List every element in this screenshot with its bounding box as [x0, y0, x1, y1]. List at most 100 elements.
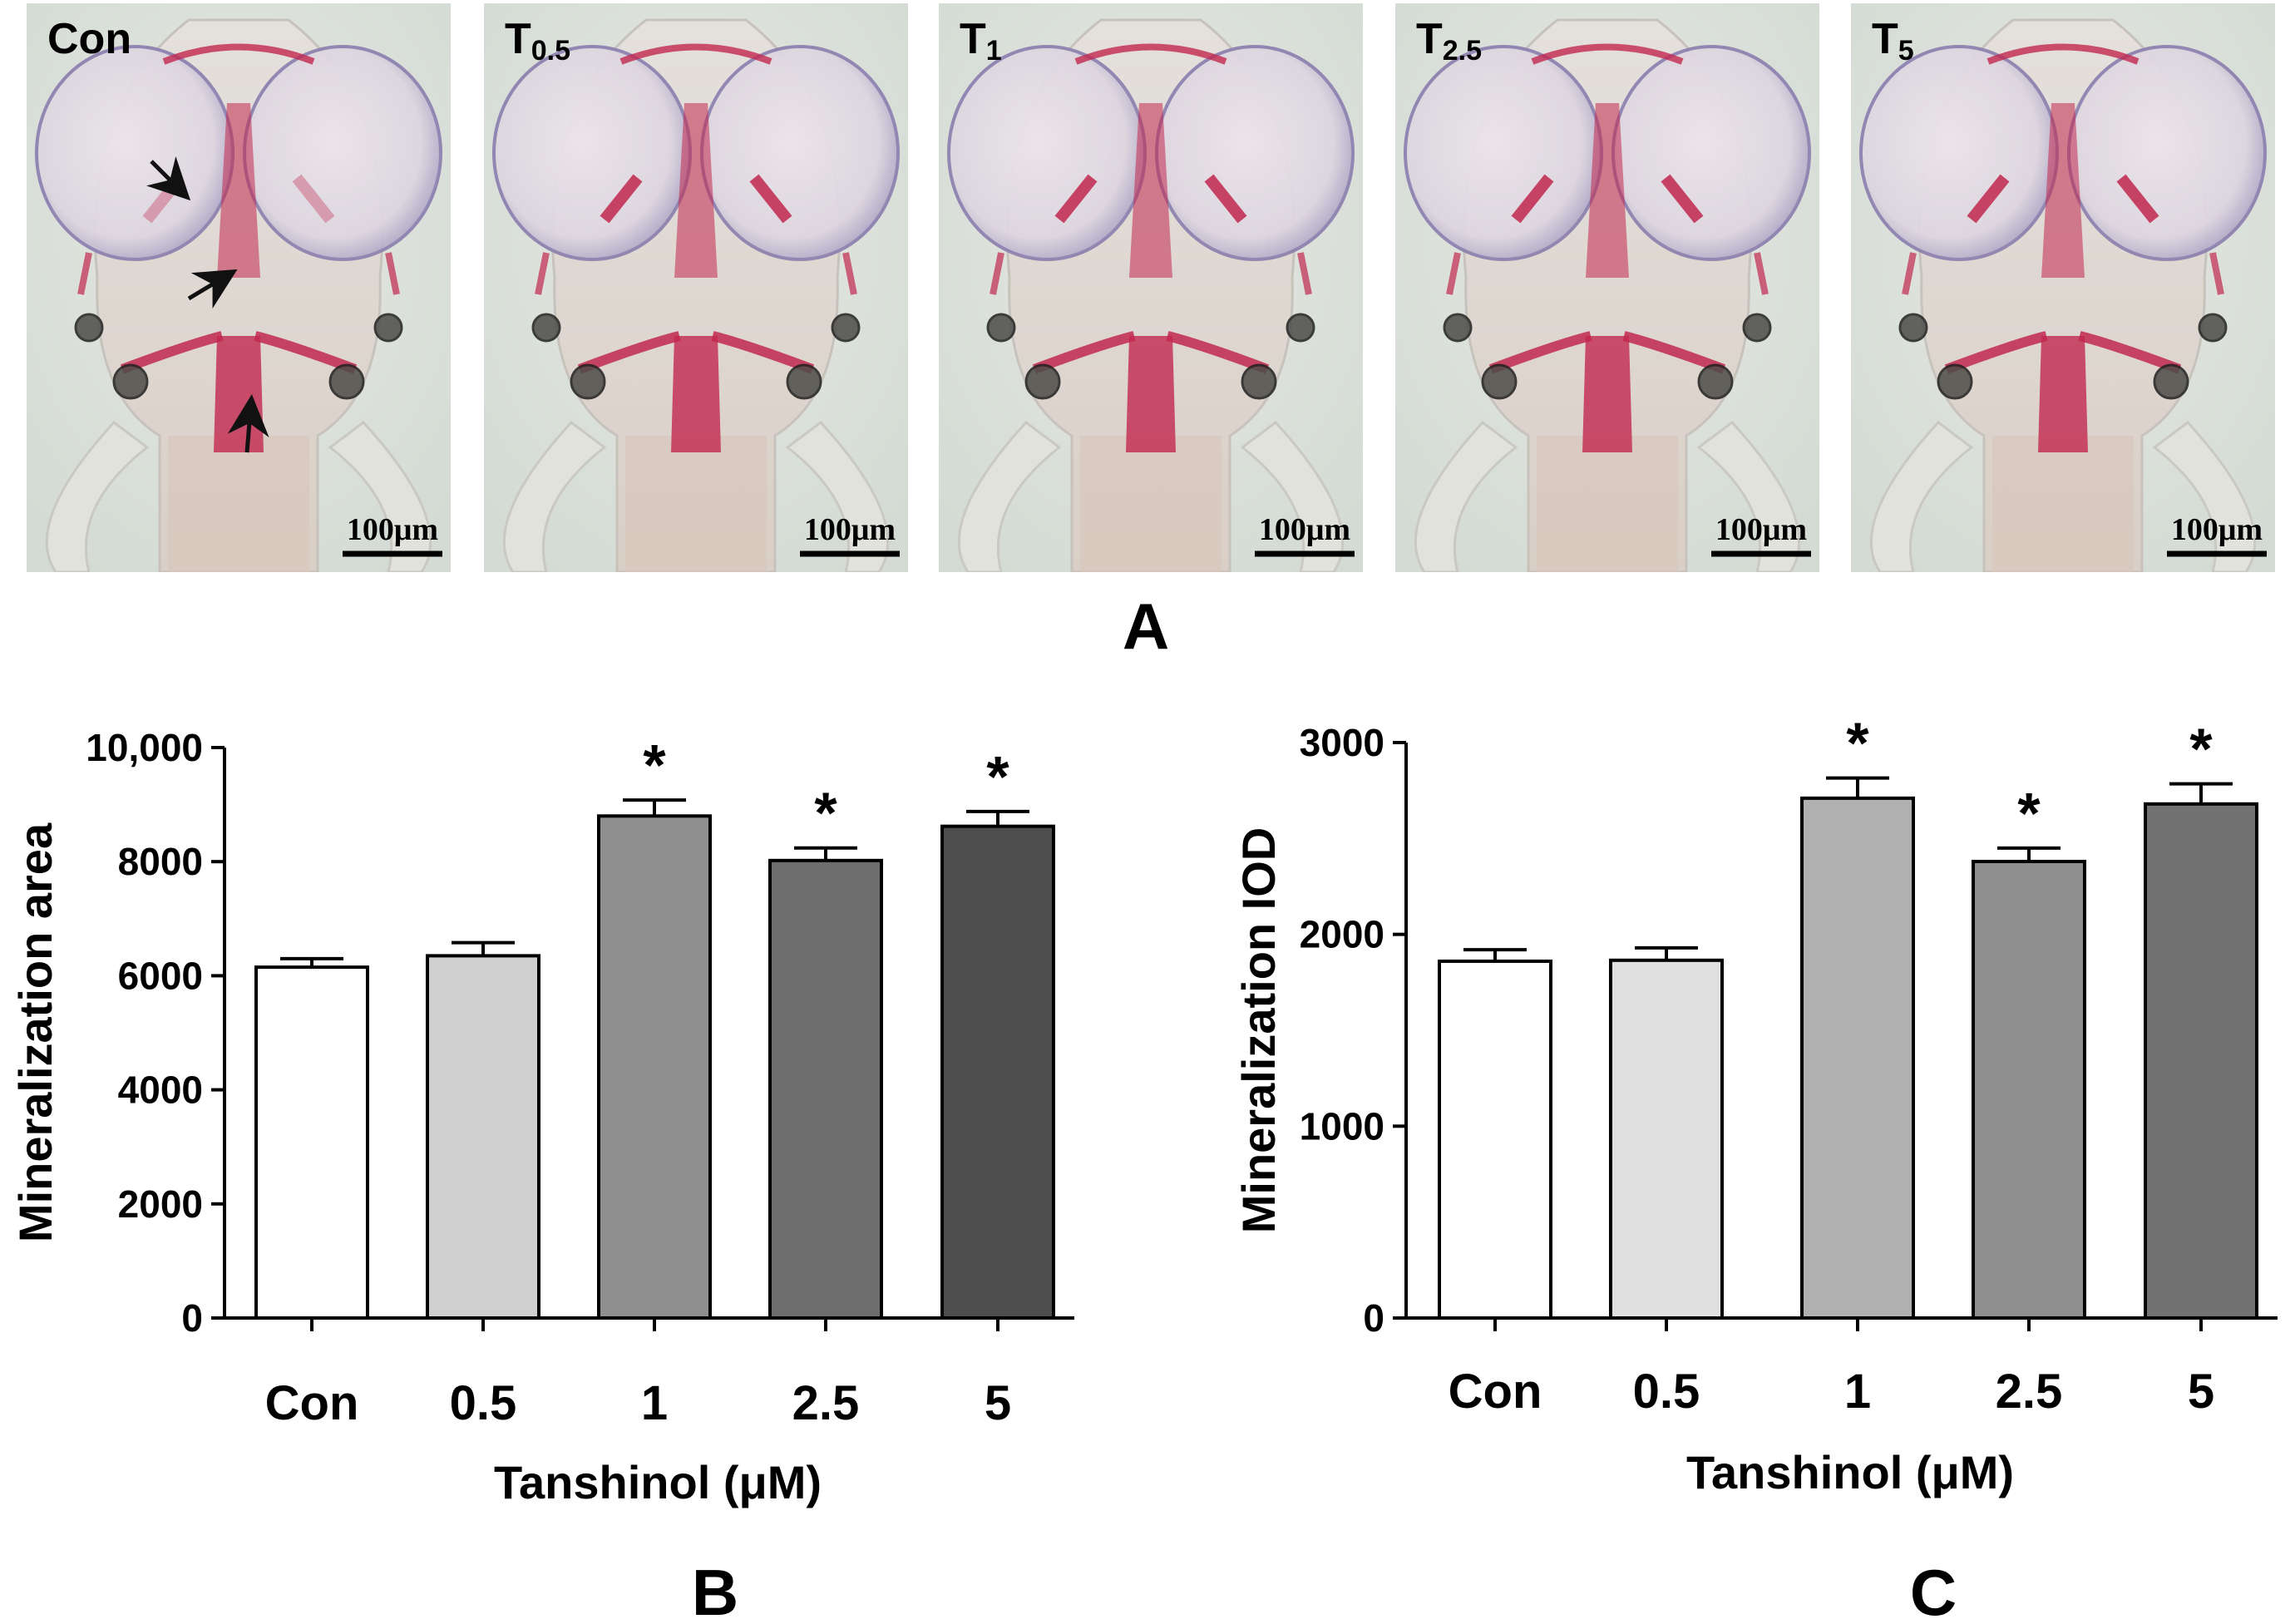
- y-tick-label: 8000: [118, 840, 203, 883]
- otolith: [373, 313, 403, 343]
- arrow-indicator: [146, 156, 191, 201]
- bar: [1438, 959, 1552, 1320]
- cleithrum: [1488, 331, 1592, 374]
- trunk: [168, 436, 309, 572]
- otolith: [986, 313, 1016, 343]
- branchial-arch: [1446, 252, 1461, 295]
- x-tick-label: Con: [265, 1376, 359, 1430]
- cleithrum: [1622, 331, 1726, 374]
- right-eye: [243, 45, 442, 261]
- pectoral-fin: [1869, 420, 1974, 572]
- trunk: [625, 436, 767, 572]
- parasphenoid: [1129, 103, 1172, 278]
- otolith: [2198, 313, 2228, 343]
- panel-a-letter: A: [1123, 590, 1169, 663]
- x-tick-label: Con: [1449, 1365, 1542, 1419]
- y-axis-title: Mineralization area: [9, 822, 62, 1242]
- y-tick-label: 1000: [1300, 1104, 1384, 1148]
- pectoral-fin: [328, 420, 432, 572]
- right-eye: [1611, 45, 1811, 261]
- x-tick-label: 1: [1844, 1365, 1871, 1419]
- trunk: [1080, 436, 1222, 572]
- ceratohyal: [600, 174, 643, 224]
- otolith: [74, 313, 104, 343]
- branchial-arch: [535, 252, 550, 295]
- branchial-arch: [1754, 252, 1769, 295]
- parasphenoid: [674, 103, 718, 278]
- ceratohyal: [1967, 174, 2010, 224]
- notochord: [1126, 336, 1176, 452]
- bar: [1800, 796, 1915, 1320]
- bar: [2144, 802, 2258, 1320]
- left-eye: [492, 45, 692, 261]
- x-tick-label: 0.5: [450, 1376, 517, 1430]
- image-label: Con: [47, 15, 131, 63]
- otolith: [1443, 313, 1473, 343]
- otolith: [1898, 313, 1928, 343]
- cleithrum: [1032, 331, 1136, 374]
- right-eye: [1155, 45, 1355, 261]
- bar: [940, 824, 1055, 1320]
- meckels-cartilage: [1074, 43, 1227, 65]
- ceratohyal: [1511, 174, 1554, 224]
- otolith: [831, 313, 861, 343]
- otolith: [1241, 363, 1277, 400]
- x-tick-label: 1: [641, 1376, 668, 1430]
- scale-bar-label: 100μm: [2171, 512, 2263, 547]
- significance-marker: *: [2189, 717, 2213, 782]
- arrow-indicator: [187, 269, 238, 309]
- trunk: [1537, 436, 1678, 572]
- otolith: [531, 313, 561, 343]
- notochord: [2038, 336, 2088, 452]
- cleithrum: [1944, 331, 2048, 374]
- y-tick-label: 4000: [118, 1069, 203, 1112]
- pectoral-fin: [957, 420, 1062, 572]
- y-axis-title: Mineralization IOD: [1232, 827, 1285, 1234]
- left-eye: [1404, 45, 1603, 261]
- ceratohyal: [1661, 174, 1704, 224]
- otolith: [786, 363, 822, 400]
- otolith: [1286, 313, 1315, 343]
- left-eye: [35, 45, 234, 261]
- branchial-arch: [1902, 252, 1917, 295]
- x-tick-label: 5: [985, 1376, 1011, 1430]
- arrow-indicator: [227, 394, 269, 453]
- bar: [1972, 860, 2086, 1320]
- parasphenoid: [1586, 103, 1629, 278]
- significance-marker: *: [2017, 781, 2041, 846]
- y-tick-label: 2000: [1300, 913, 1384, 956]
- meckels-cartilage: [1531, 43, 1684, 65]
- panel-b-letter: B: [692, 1556, 738, 1624]
- pectoral-fin: [45, 420, 150, 572]
- left-eye: [1859, 45, 2059, 261]
- notochord: [671, 336, 721, 452]
- bar: [597, 814, 712, 1320]
- y-tick-label: 0: [1363, 1296, 1384, 1340]
- y-tick-label: 3000: [1300, 721, 1384, 764]
- x-axis-title: Tanshinol (μM): [494, 1456, 822, 1508]
- branchial-arch: [77, 252, 92, 295]
- y-tick-label: 0: [181, 1296, 203, 1340]
- x-axis-title: Tanshinol (μM): [1686, 1446, 2014, 1498]
- scale-bar-label: 100μm: [1259, 512, 1350, 547]
- notochord: [214, 336, 264, 452]
- otolith: [1937, 363, 1973, 400]
- cleithrum: [577, 331, 681, 374]
- pectoral-fin: [1240, 420, 1345, 572]
- bar: [254, 965, 369, 1320]
- pectoral-fin: [1414, 420, 1518, 572]
- branchial-arch: [2209, 252, 2224, 295]
- scale-bar-label: 100μm: [347, 512, 438, 547]
- bar: [426, 954, 540, 1320]
- branchial-arch: [1297, 252, 1312, 295]
- pectoral-fin: [785, 420, 890, 572]
- branchial-arch: [990, 252, 1004, 295]
- ceratohyal: [292, 174, 335, 224]
- otolith: [328, 363, 365, 400]
- parasphenoid: [217, 103, 260, 278]
- meckels-cartilage: [162, 43, 315, 65]
